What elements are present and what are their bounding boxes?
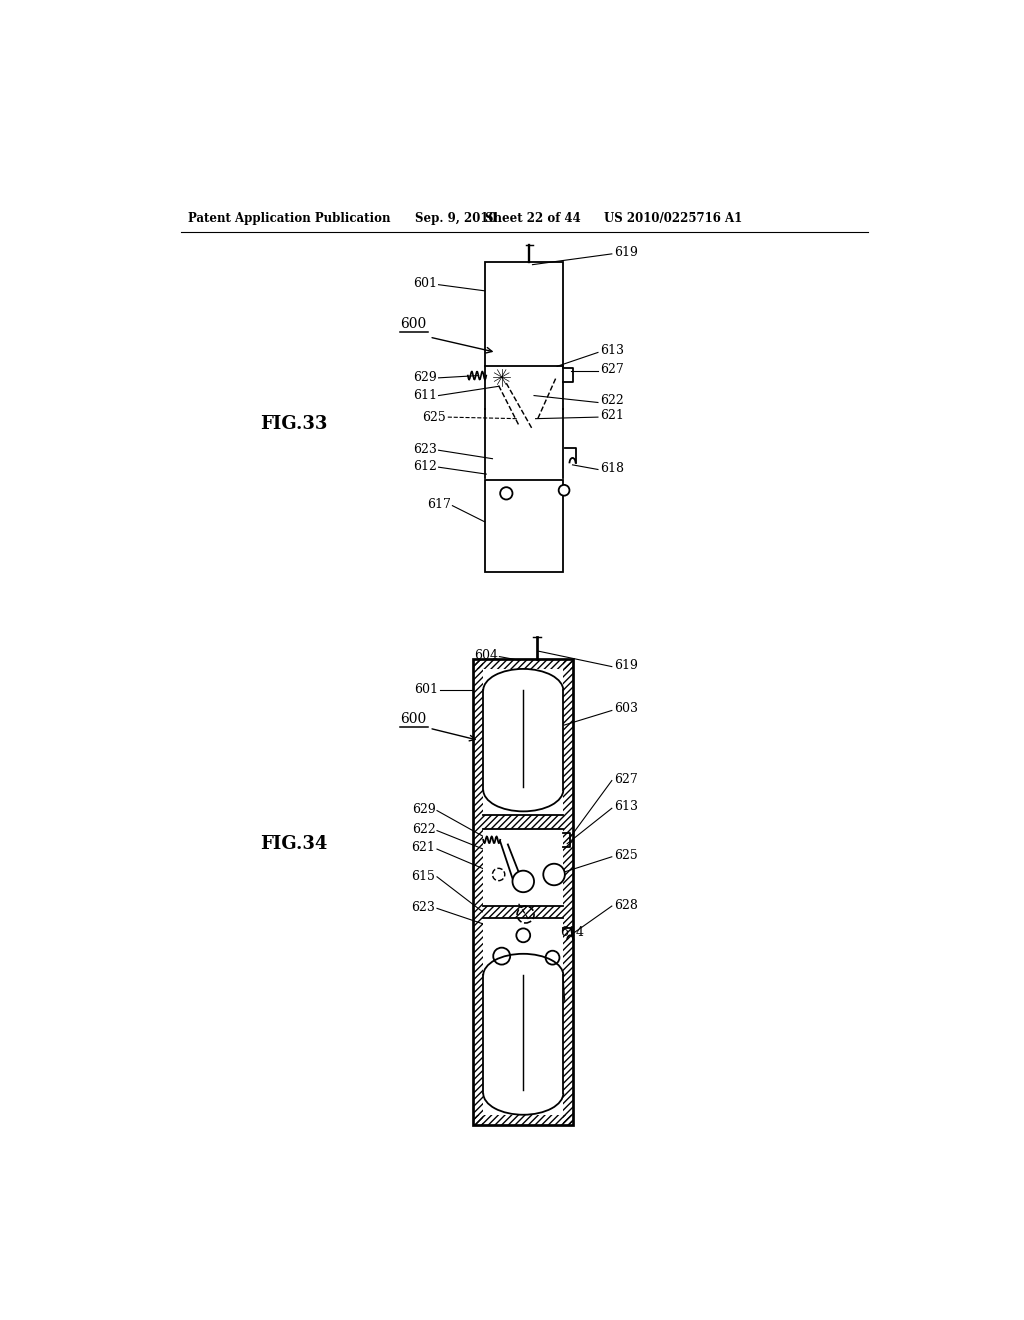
Bar <box>473 659 483 1125</box>
Text: FIG.33: FIG.33 <box>260 414 328 433</box>
Text: 622: 622 <box>600 395 624 408</box>
Text: 613: 613 <box>600 345 625 358</box>
Circle shape <box>516 928 530 942</box>
Text: 613: 613 <box>614 800 638 813</box>
Text: 625: 625 <box>423 411 446 424</box>
Circle shape <box>493 869 505 880</box>
Text: 600: 600 <box>400 317 426 331</box>
Text: 621: 621 <box>412 841 435 854</box>
Text: 625: 625 <box>614 849 638 862</box>
Bar <box>484 480 563 572</box>
Text: 619: 619 <box>614 659 638 672</box>
Circle shape <box>512 871 535 892</box>
Circle shape <box>544 863 565 886</box>
Bar <box>484 263 563 367</box>
Text: Sep. 9, 2010: Sep. 9, 2010 <box>416 213 497 224</box>
Text: 621: 621 <box>600 409 625 422</box>
Text: 628: 628 <box>614 899 638 912</box>
Text: US 2010/0225716 A1: US 2010/0225716 A1 <box>604 213 742 224</box>
Circle shape <box>494 948 510 965</box>
Text: 622: 622 <box>412 824 435 837</box>
Text: Sheet 22 of 44: Sheet 22 of 44 <box>484 213 581 224</box>
Bar <box>563 659 573 1125</box>
Bar <box>473 659 573 1125</box>
Text: 618: 618 <box>600 462 625 475</box>
Bar <box>473 659 573 669</box>
Bar <box>483 906 563 919</box>
Text: 623: 623 <box>412 902 435 915</box>
Text: 601: 601 <box>413 277 437 290</box>
Text: 623: 623 <box>413 444 437 455</box>
Text: 627: 627 <box>614 772 638 785</box>
Text: 627: 627 <box>600 363 624 376</box>
Text: 619: 619 <box>614 246 638 259</box>
Text: Patent Application Publication: Patent Application Publication <box>188 213 391 224</box>
Circle shape <box>559 484 569 495</box>
Bar <box>473 659 573 1125</box>
Text: 600: 600 <box>400 711 426 726</box>
Text: 611: 611 <box>413 389 437 403</box>
Text: 612: 612 <box>413 459 437 473</box>
Text: 629: 629 <box>412 804 435 816</box>
Text: 617: 617 <box>427 499 451 511</box>
Bar <box>483 669 563 1114</box>
Text: 615: 615 <box>412 870 435 883</box>
Text: 604: 604 <box>474 648 498 661</box>
Circle shape <box>546 950 559 965</box>
Bar <box>473 1114 573 1125</box>
Text: FIG.34: FIG.34 <box>260 834 328 853</box>
Circle shape <box>500 487 512 499</box>
Bar <box>483 816 563 829</box>
Text: 629: 629 <box>414 371 437 384</box>
Text: 614: 614 <box>560 925 585 939</box>
Text: 601: 601 <box>415 684 438 696</box>
Text: 603: 603 <box>614 702 638 715</box>
Circle shape <box>517 906 535 923</box>
